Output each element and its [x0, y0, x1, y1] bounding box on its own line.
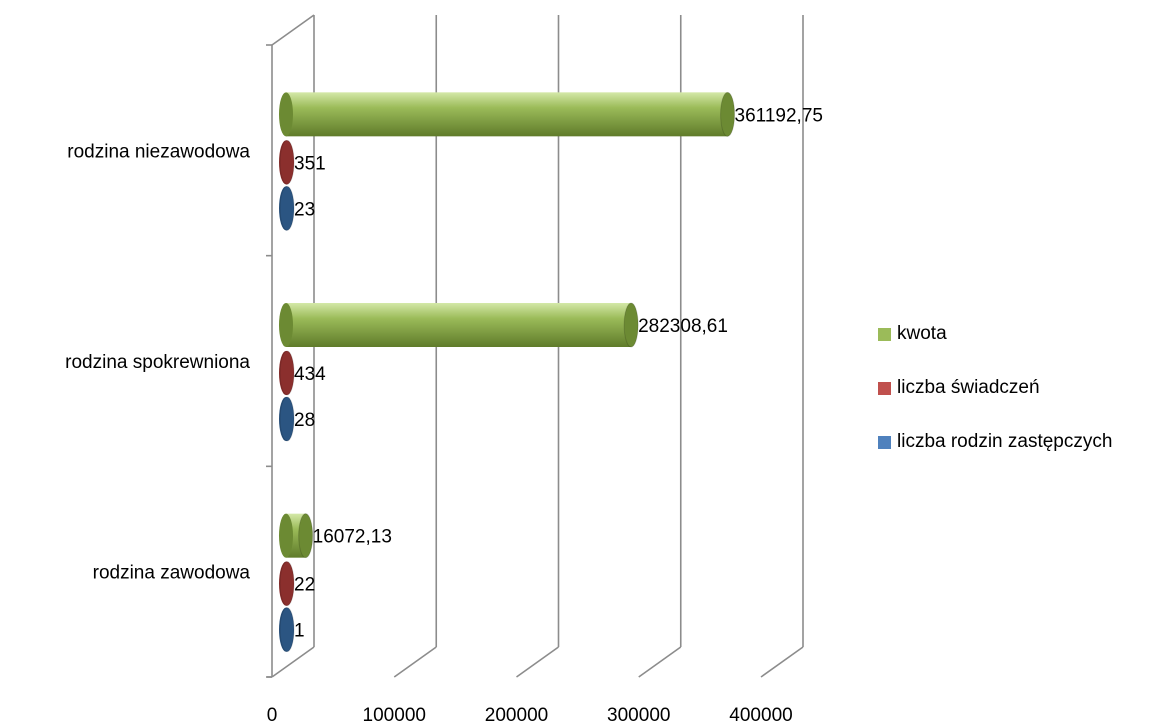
legend-label: liczba rodzin zastępczych: [897, 431, 1113, 452]
legend-swatch: [878, 327, 891, 341]
category-label: rodzina niezawodowa: [67, 141, 250, 162]
green-bar-start-cap: [279, 303, 293, 347]
data-label: 1: [294, 621, 305, 642]
green-bar-body: [286, 303, 632, 347]
blue-bar-end-cap: [279, 607, 295, 653]
red-bar-end-cap: [279, 350, 295, 396]
bar-layer: [279, 91, 736, 653]
blue-bar-end-cap: [279, 396, 295, 442]
legend: kwota liczba świadczeń liczba rodzin zastę…: [878, 318, 1168, 480]
legend-swatch: [878, 435, 891, 449]
category-label: rodzina spokrewniona: [65, 352, 250, 373]
blue-bar-end-cap: [279, 185, 295, 231]
floor-gridline: [760, 646, 804, 678]
legend-item: liczba rodzin zastępczych: [878, 426, 1168, 458]
x-tick-label: 300000: [607, 705, 670, 722]
data-label: 434: [294, 364, 326, 385]
data-label: 28: [294, 410, 315, 431]
label-layer: 0 100000 200000 300000 400000 rodzina zawodow…: [65, 105, 823, 722]
green-bar-end-cap: [298, 513, 314, 559]
data-label: 23: [294, 199, 315, 220]
green-bar-end-cap: [623, 302, 639, 348]
green-bar-start-cap: [279, 92, 293, 137]
floor-gridline: [516, 646, 559, 678]
legend-item: liczba świadczeń: [878, 372, 1168, 404]
legend-label: kwota: [897, 323, 947, 344]
green-bar-start-cap: [279, 513, 293, 558]
green-bar-end-cap: [720, 91, 736, 137]
green-bar-body: [286, 92, 728, 137]
x-tick-label: 100000: [363, 705, 426, 722]
x-tick-label: 200000: [485, 705, 548, 722]
legend-swatch: [878, 381, 891, 395]
data-label: 282308,61: [638, 316, 728, 337]
category-label: rodzina zawodowa: [93, 563, 251, 584]
floor-gridline: [393, 646, 437, 678]
data-label: 351: [294, 153, 326, 174]
red-bar-end-cap: [279, 561, 295, 607]
y-axis-top-edge: [271, 14, 315, 46]
floor-gridline: [271, 646, 315, 678]
data-label: 361192,75: [735, 105, 823, 126]
x-tick-label: 0: [267, 705, 278, 722]
x-tick-label: 400000: [729, 705, 792, 722]
legend-item: kwota: [878, 318, 1168, 350]
legend-label: liczba świadczeń: [897, 377, 1040, 398]
data-label: 22: [294, 575, 315, 596]
floor-gridline: [638, 646, 682, 678]
data-label: 16072,13: [313, 527, 392, 548]
red-bar-end-cap: [279, 139, 295, 185]
